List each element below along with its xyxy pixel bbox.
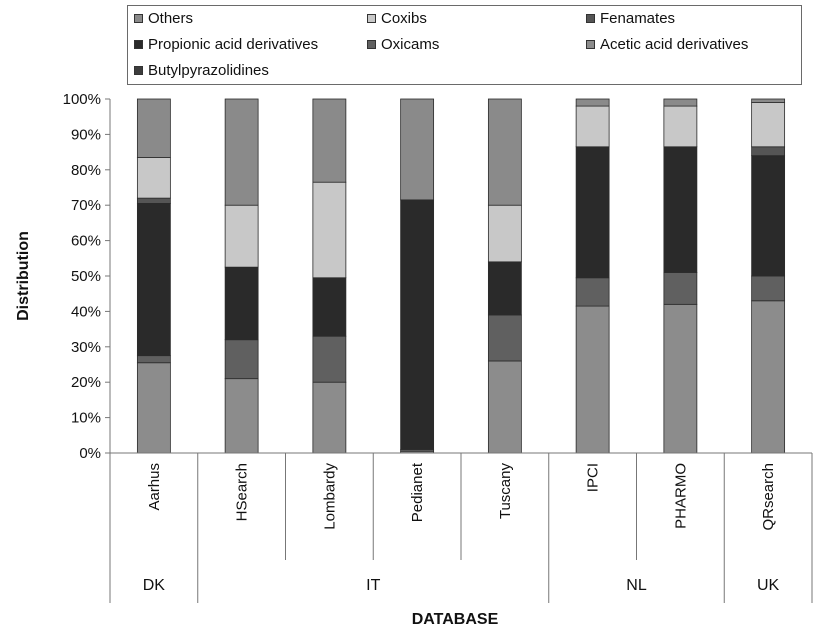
bar-segment [751, 98, 786, 103]
group-label: NL [626, 577, 647, 594]
bar-segment [663, 105, 698, 148]
bar-segment [224, 339, 259, 380]
bar-segment [136, 197, 171, 204]
bar-segment [312, 381, 347, 454]
y-tick-label: 30% [71, 339, 101, 356]
y-axis: 0% 10% 20% 30% 40% 50% 60% 70% 80% 90% 100% [63, 91, 111, 462]
bar-segment [312, 181, 347, 279]
y-tick-label: 90% [71, 126, 101, 143]
bar-segment [487, 204, 522, 263]
legend-swatch [367, 40, 376, 49]
legend-label: Coxibs [381, 10, 427, 27]
bar-segment [663, 98, 698, 107]
y-tick-label: 60% [71, 233, 101, 250]
bar-segment [312, 335, 347, 383]
bar-segment [224, 204, 259, 268]
legend-label: Fenamates [600, 10, 676, 27]
legend-item: Propionic acid derivatives [134, 36, 318, 53]
bar-segment [487, 261, 522, 316]
y-tick-label: 0% [79, 445, 101, 462]
bar-segment [575, 105, 610, 148]
bar-segment [751, 275, 786, 302]
group-label: DK [143, 577, 166, 594]
legend-swatch [586, 14, 595, 23]
x-tick-label: Aarhus [146, 463, 163, 511]
bar-segment [487, 360, 522, 454]
y-tick-label: 50% [71, 268, 101, 285]
y-tick-label: 40% [71, 303, 101, 320]
legend-item: Butylpyrazolidines [134, 62, 269, 79]
legend-item: Others [134, 10, 193, 27]
legend: Others Coxibs Fenamates Propionic acid d… [127, 5, 802, 85]
bar-segment [400, 199, 435, 450]
bar-segment [751, 300, 786, 454]
bar-segment [575, 98, 610, 107]
legend-swatch [134, 14, 143, 23]
bar-segment [136, 362, 171, 454]
bar-segment [312, 98, 347, 183]
legend-label: Propionic acid derivatives [148, 36, 319, 53]
bar-segment [136, 157, 171, 199]
bar-segment [751, 146, 786, 157]
bar-segment [751, 102, 786, 148]
bar-segment [663, 303, 698, 454]
x-tick-label: HSearch [234, 463, 251, 521]
y-axis-title: Distribution [15, 231, 32, 321]
legend-item: Fenamates [586, 10, 675, 27]
y-tick-label: 10% [71, 410, 101, 427]
bar-segment [751, 155, 786, 277]
legend-swatch [134, 40, 143, 49]
x-tick-label: Lombardy [321, 463, 338, 530]
plot-area [136, 98, 786, 454]
legend-label: Others [148, 10, 194, 27]
legend-item: Oxicams [367, 36, 439, 53]
group-label: UK [757, 577, 780, 594]
legend-label: Acetic acid derivatives [600, 36, 749, 53]
bar-segment [487, 98, 522, 206]
x-tick-label: PHARMO [672, 463, 689, 529]
bar-segment [312, 277, 347, 337]
y-tick-label: 80% [71, 162, 101, 179]
bar-segment [400, 98, 435, 201]
x-tick-label: QRsearch [760, 463, 777, 531]
x-tick-label: Tuscany [497, 463, 514, 520]
x-axis: Aarhus HSearch Lombardy Pedianet Tuscany IPCI… [109, 452, 813, 603]
legend-label: Butylpyrazolidines [148, 62, 269, 79]
legend-swatch [367, 14, 376, 23]
bar-segment [663, 146, 698, 273]
bar-segment [575, 146, 610, 279]
y-tick-label: 20% [71, 374, 101, 391]
legend-item: Coxibs [367, 10, 427, 27]
bar-segment [575, 277, 610, 307]
legend-item: Acetic acid derivatives [586, 36, 748, 53]
bar-segment [136, 98, 171, 158]
y-tick-label: 70% [71, 197, 101, 214]
legend-swatch [586, 40, 595, 49]
legend-swatch [134, 66, 143, 75]
x-axis-title: DATABASE [412, 611, 499, 628]
bar-segment [575, 305, 610, 454]
bar-segment [224, 266, 259, 341]
y-tick-label: 100% [63, 91, 101, 108]
bar-segment [136, 355, 171, 364]
x-tick-label: IPCI [585, 463, 602, 492]
group-label: IT [366, 577, 380, 594]
bar-segment [663, 272, 698, 305]
x-tick-label: Pedianet [409, 462, 426, 522]
bar-segment [487, 314, 522, 362]
bar-segment [224, 98, 259, 206]
bar-segment [224, 378, 259, 454]
legend-label: Oxicams [381, 36, 440, 53]
bar-segment [136, 203, 171, 357]
